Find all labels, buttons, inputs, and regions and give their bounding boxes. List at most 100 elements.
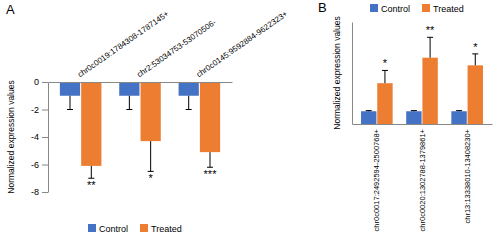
x-axis-line [353, 124, 493, 125]
bar [179, 82, 199, 96]
figure: A******-8-6-4-20Normalized expression va… [0, 0, 500, 249]
error-bar [67, 96, 73, 110]
error-bar [472, 54, 478, 65]
error-bar-cap [472, 53, 478, 54]
error-bar [186, 96, 192, 110]
error-bar-stem [475, 54, 476, 65]
y-tick-mark [42, 82, 48, 83]
legend: Control Treated [88, 224, 182, 234]
bar [81, 82, 101, 166]
legend-label: Control [381, 4, 410, 14]
x-tick: chr13:13338010-13408230+ [463, 124, 472, 223]
bar [60, 82, 80, 96]
legend-item: Treated [140, 224, 182, 234]
legend-swatch [422, 4, 430, 12]
error-bar [207, 152, 213, 167]
error-bar-stem [384, 70, 385, 83]
bar [119, 82, 139, 96]
y-tick-label: -4 [31, 132, 39, 142]
error-bar [411, 110, 417, 112]
x-tick: chr0c0145:9592884-9622323+ [195, 9, 290, 82]
significance-label: * [383, 57, 388, 69]
y-tick: -2 [31, 105, 48, 115]
error-bar-cap [366, 110, 372, 111]
significance-label: *** [204, 168, 218, 180]
bar [141, 82, 161, 141]
y-tick-label: 0 [34, 77, 39, 87]
error-bar-cap [186, 109, 192, 110]
legend-swatch [370, 4, 378, 12]
bar [422, 58, 437, 124]
error-bar [88, 166, 94, 178]
x-tick-label: chr0c0019:1784308-1787145+ [76, 9, 171, 79]
plot-marks [60, 82, 220, 178]
legend: Control Treated [370, 4, 464, 14]
panel-title: B [318, 0, 327, 15]
error-bar-stem [430, 37, 431, 57]
error-bar [427, 37, 433, 57]
plot-marks [361, 37, 483, 124]
error-bar-cap [411, 110, 417, 111]
error-bar-cap [427, 37, 433, 38]
error-bar-stem [129, 96, 130, 110]
panel: A******-8-6-4-20Normalized expression va… [6, 2, 290, 234]
error-bar-stem [150, 141, 151, 171]
y-tick-mark [42, 137, 48, 138]
y-tick-label: -6 [31, 160, 39, 170]
legend-label: Treated [433, 4, 464, 14]
x-tick: chr0c0019:1784308-1787145+ [76, 9, 171, 82]
x-tick-label: chr0c0020:1302788-1379861+ [418, 128, 427, 231]
x-axis: chr0c0019:1784308-1787145+chr2:53034753-… [49, 9, 290, 82]
error-bar [382, 70, 388, 83]
y-tick: -8 [31, 187, 48, 197]
x-tick: chr0c0017:2492594-2500768+ [372, 124, 381, 231]
y-tick: -6 [31, 160, 48, 170]
y-tick-label: -2 [31, 105, 39, 115]
y-tick: -4 [31, 132, 48, 142]
bar [468, 65, 483, 124]
y-tick-mark [42, 110, 48, 111]
x-axis-line [49, 82, 233, 83]
legend-swatch [88, 224, 96, 232]
error-bar-stem [210, 152, 211, 167]
legend-swatch [140, 224, 148, 232]
significance-label: ** [426, 24, 435, 36]
error-bar [456, 110, 462, 112]
legend-label: Control [99, 224, 128, 234]
significance-label: * [149, 172, 154, 184]
y-axis-line [352, 23, 353, 125]
legend-item: Control [88, 224, 128, 234]
error-bar [366, 110, 372, 112]
bar [377, 83, 392, 124]
y-axis-title: Normalized expression values [332, 16, 342, 129]
x-tick-label: chr0c0145:9592884-9622323+ [195, 9, 290, 79]
y-axis-line [48, 83, 49, 193]
error-bar [148, 141, 154, 171]
y-tick: 0 [34, 77, 48, 87]
bar [200, 82, 220, 152]
bar [451, 111, 466, 124]
y-axis-title: Normalized expression values [6, 80, 16, 193]
error-bar-cap [126, 109, 132, 110]
x-tick-label: chr0c0017:2492594-2500768+ [372, 128, 381, 231]
legend-item: Treated [422, 4, 464, 14]
error-bar-stem [69, 96, 70, 110]
error-bar-cap [456, 110, 462, 111]
x-tick-label: chr13:13338010-13408230+ [463, 128, 472, 223]
y-tick-mark [42, 192, 48, 193]
significance-label: ** [87, 179, 96, 191]
x-tick: chr0c0020:1302788-1379861+ [418, 124, 427, 231]
significance-label: * [473, 41, 478, 53]
bar [361, 111, 376, 124]
error-bar-stem [91, 166, 92, 178]
y-tick-label: -8 [31, 187, 39, 197]
panel: B****Normalized expression valueschr0c00… [318, 0, 493, 231]
error-bar-cap [382, 70, 388, 71]
y-axis [352, 23, 353, 125]
legend-label: Treated [151, 224, 182, 234]
y-axis: -8 -6 -4 -2 0 [31, 77, 49, 197]
error-bar [126, 96, 132, 110]
y-tick-mark [42, 165, 48, 166]
legend-item: Control [370, 4, 410, 14]
x-axis: chr0c0017:2492594-2500768+ chr0c0020:1302… [353, 124, 493, 231]
